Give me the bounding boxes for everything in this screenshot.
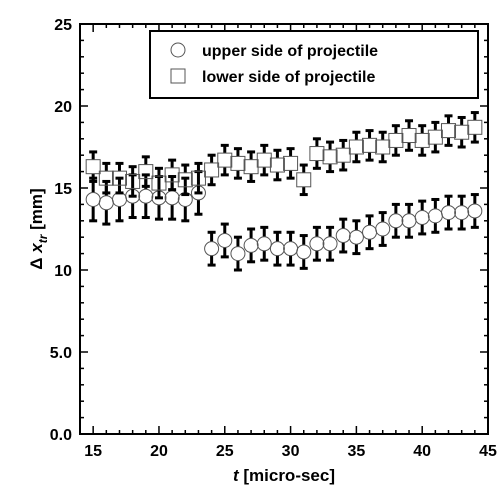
data-point-lower — [283, 155, 299, 171]
series-lower — [85, 111, 483, 200]
legend-marker-circle — [170, 42, 186, 58]
data-point-upper — [335, 228, 351, 244]
data-point-lower — [454, 124, 470, 140]
legend: upper side of projectile lower side of p… — [149, 30, 479, 99]
data-point-lower — [230, 155, 246, 171]
data-point-lower — [125, 173, 141, 189]
data-point-lower — [256, 152, 272, 168]
data-point-upper — [414, 210, 430, 226]
data-point-upper — [98, 195, 114, 211]
data-point-lower — [388, 132, 404, 148]
data-point-lower — [322, 149, 338, 165]
data-point-upper — [138, 188, 154, 204]
x-axis-label: t [micro-sec] — [233, 466, 335, 485]
x-tick-label: 45 — [479, 443, 497, 460]
x-axis-label-rest: [micro-sec] — [239, 466, 335, 485]
y-tick-label: 25 — [54, 17, 72, 34]
data-point-upper — [204, 241, 220, 257]
data-point-upper — [85, 191, 101, 207]
data-point-upper — [348, 229, 364, 245]
legend-box — [149, 30, 479, 99]
legend-label-lower: lower side of projectile — [202, 69, 375, 86]
axis-ticks: 15 20 25 30 35 40 45 0.0 5.0 10 15 20 25 — [50, 17, 497, 460]
y-axis-label: Δ xtr [mm] — [27, 188, 50, 269]
data-point-lower — [467, 119, 483, 135]
x-tick-label: 20 — [150, 443, 168, 460]
plot-frame — [79, 23, 489, 435]
data-point-upper — [454, 205, 470, 221]
y-tick-label: 5.0 — [50, 345, 72, 362]
data-point-lower — [348, 139, 364, 155]
data-point-upper — [164, 190, 180, 206]
data-point-upper — [375, 221, 391, 237]
y-tick-label: 15 — [54, 181, 72, 198]
y-axis-label-subscript: tr — [36, 233, 50, 243]
data-point-lower — [269, 157, 285, 173]
data-point-upper — [269, 241, 285, 257]
y-axis-label-prefix: Δ — [27, 253, 46, 270]
data-point-lower — [427, 129, 443, 145]
y-axis-label-italic: x — [27, 242, 46, 254]
data-point-upper — [256, 236, 272, 252]
data-point-upper — [217, 232, 233, 248]
plot-marks — [85, 111, 483, 272]
x-tick-label: 35 — [347, 443, 365, 460]
data-point-lower — [151, 175, 167, 191]
data-point-lower — [177, 172, 193, 188]
data-point-lower — [441, 123, 457, 139]
x-tick-label: 25 — [216, 443, 234, 460]
data-point-lower — [401, 128, 417, 144]
data-point-lower — [335, 147, 351, 163]
data-point-lower — [309, 146, 325, 162]
data-point-upper — [309, 236, 325, 252]
x-axis-label-italic: t — [233, 466, 240, 485]
data-point-upper — [362, 224, 378, 240]
y-axis-label-suffix: [mm] — [27, 188, 46, 234]
data-point-lower — [375, 139, 391, 155]
data-point-lower — [85, 159, 101, 175]
data-point-upper — [467, 203, 483, 219]
data-point-lower — [164, 167, 180, 183]
data-point-lower — [204, 162, 220, 178]
data-point-lower — [98, 170, 114, 186]
data-point-lower — [243, 159, 259, 175]
data-point-upper — [322, 236, 338, 252]
data-point-lower — [362, 137, 378, 153]
data-point-lower — [414, 132, 430, 148]
x-tick-label: 40 — [413, 443, 431, 460]
data-point-lower — [190, 170, 206, 186]
data-point-upper — [243, 237, 259, 253]
data-point-upper — [427, 208, 443, 224]
data-point-upper — [283, 241, 299, 257]
data-point-upper — [388, 213, 404, 229]
data-point-lower — [138, 164, 154, 180]
data-point-upper — [111, 191, 127, 207]
y-tick-label: 20 — [54, 99, 72, 116]
x-tick-label: 30 — [282, 443, 300, 460]
legend-label-upper: upper side of projectile — [202, 43, 378, 60]
data-point-upper — [401, 213, 417, 229]
data-point-lower — [111, 170, 127, 186]
y-tick-label: 10 — [54, 263, 72, 280]
y-tick-label: 0.0 — [50, 427, 72, 444]
legend-marker-square — [170, 68, 186, 84]
data-point-upper — [441, 205, 457, 221]
x-tick-label: 15 — [84, 443, 102, 460]
data-point-lower — [217, 152, 233, 168]
data-point-upper — [230, 246, 246, 262]
data-point-lower — [296, 172, 312, 188]
data-point-upper — [296, 244, 312, 260]
